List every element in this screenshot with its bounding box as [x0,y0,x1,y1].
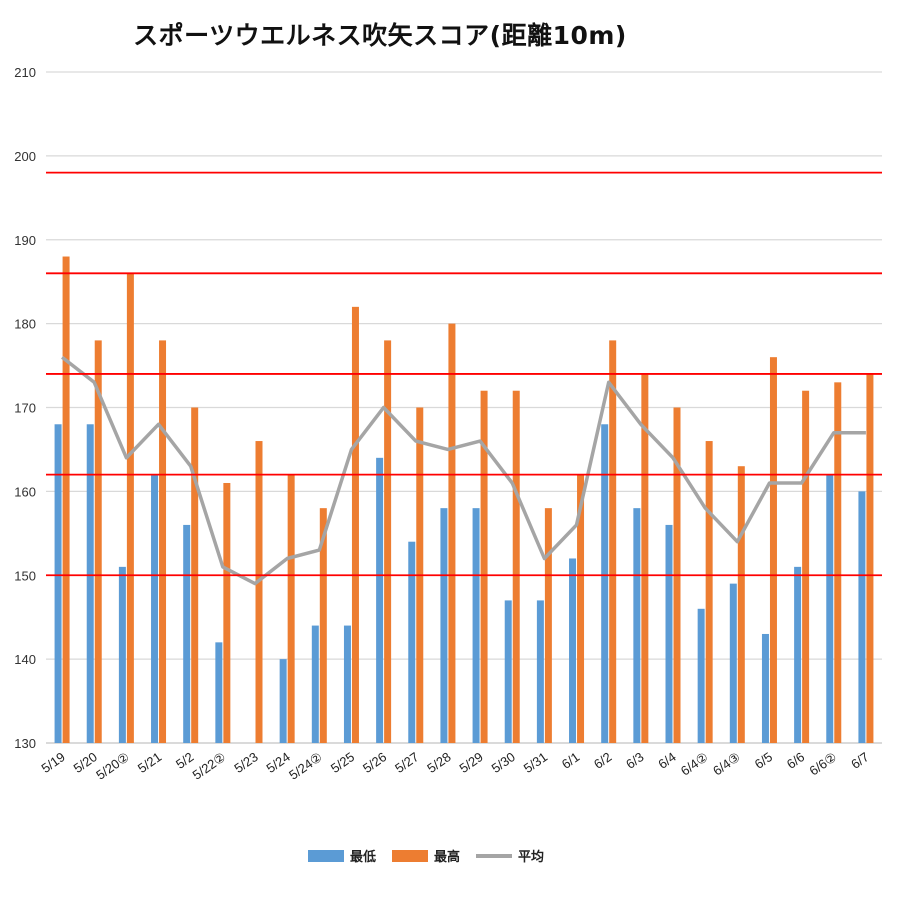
bar-max [287,474,295,743]
x-tick-label: 5/30 [489,749,518,776]
x-tick-label: 6/6 [784,749,807,772]
legend-label: 最低 [350,849,376,865]
bar-min [665,524,673,743]
average-line [61,355,866,586]
bar-max [866,373,874,743]
legend-swatch [392,850,428,862]
chart-title: スポーツウエルネス吹矢スコア(距離10m) [133,21,627,50]
bars [54,256,874,743]
bar-max [769,357,777,743]
bar-max [544,508,552,743]
y-tick-label: 150 [14,568,36,583]
bar-min [472,508,480,743]
y-tick-label: 170 [14,401,36,416]
x-tick-label: 5/23 [231,749,260,776]
x-tick-label: 5/25 [328,749,357,776]
y-tick-label: 190 [14,233,36,248]
y-tick-label: 200 [14,149,36,164]
legend-label: 平均 [518,849,544,865]
bar-min [633,508,641,743]
y-axis-ticks: 130 140 150 160 170 180 190 200 210 [14,65,36,751]
x-tick-label: 5/26 [360,749,389,776]
bar-min [311,625,319,743]
bar-min [729,583,737,743]
x-tick-label: 5/21 [135,749,164,776]
bar-max [641,373,649,743]
y-tick-label: 160 [14,484,36,499]
bar-min [279,659,287,743]
x-tick-label: 5/22② [190,749,229,782]
x-tick-label: 5/31 [521,749,550,776]
legend-swatch [308,850,344,862]
reference-lines [46,171,882,577]
bar-max [94,340,102,743]
bar-max [223,482,231,743]
average-line-layer [61,355,866,586]
bar-max [705,441,713,743]
bar-min [826,474,834,743]
x-tick-label: 6/4② [678,749,711,778]
bar-min [86,424,94,743]
bar-max [448,323,456,743]
x-tick-label: 5/29 [456,749,485,776]
bar-max [62,256,70,743]
x-tick-label: 6/1 [559,749,582,772]
bar-min [858,491,866,743]
bar-min [376,457,384,743]
y-tick-label: 180 [14,317,36,332]
bar-min [151,474,159,743]
bar-max [384,340,392,743]
bar-min [440,508,448,743]
bar-max [480,390,488,743]
bar-max [577,474,585,743]
bar-min [536,600,544,743]
x-tick-label: 6/4 [655,749,678,772]
bar-max [255,441,263,743]
bar-min [569,558,577,743]
bar-min [343,625,351,743]
x-tick-label: 6/4③ [710,749,743,778]
x-tick-label: 6/2 [591,749,614,772]
bar-min [408,541,416,743]
bar-min [794,566,802,743]
x-tick-label: 6/6② [807,749,840,778]
bar-max [512,390,520,743]
bar-max [609,340,617,743]
bar-max [737,466,745,743]
bar-min [118,566,126,743]
legend: 最低 最高 平均 [308,849,544,865]
x-tick-label: 6/7 [848,749,871,772]
bar-max [834,382,842,743]
x-tick-label: 5/20② [93,749,132,782]
x-tick-label: 6/3 [623,749,646,772]
bar-max [802,390,810,743]
y-tick-label: 130 [14,736,36,751]
bar-max [159,340,167,743]
bar-min [183,524,191,743]
bar-max [126,273,134,743]
bar-min [697,608,705,743]
bar-max [319,508,327,743]
x-tick-label: 5/28 [424,749,453,776]
bar-max [351,306,359,743]
bar-min [54,424,62,743]
y-tick-label: 140 [14,652,36,667]
bar-min [504,600,512,743]
x-axis-ticks: 5/19 5/205/20② 5/21 5/25/22② 5/23 5/245/24② 5/… [38,749,871,782]
bar-min [601,424,609,743]
x-tick-label: 5/27 [392,749,421,776]
y-tick-label: 210 [14,65,36,80]
x-tick-label: 6/5 [752,749,775,772]
x-tick-label: 5/19 [38,749,67,776]
legend-label: 最高 [434,849,460,865]
bar-min [215,642,223,743]
x-tick-label: 5/24② [286,749,325,782]
bar-min [761,633,769,743]
